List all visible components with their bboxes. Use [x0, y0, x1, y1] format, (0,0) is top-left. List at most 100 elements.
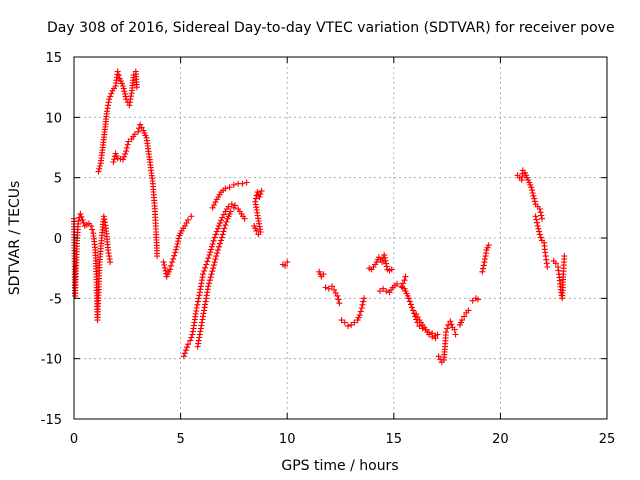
- data-point: [218, 234, 225, 241]
- data-point: [79, 216, 86, 223]
- data-point: [211, 202, 217, 208]
- data-point: [216, 243, 222, 250]
- data-point: [181, 350, 188, 357]
- data-point: [444, 325, 451, 332]
- data-point: [538, 212, 545, 219]
- data-point: [195, 337, 202, 344]
- data-point: [222, 222, 229, 229]
- data-point: [359, 301, 366, 308]
- data-point: [388, 266, 395, 273]
- data-point: [194, 301, 201, 308]
- data-point: [533, 216, 540, 223]
- data-point: [126, 102, 133, 109]
- data-point: [358, 305, 365, 311]
- data-point: [77, 210, 84, 217]
- data-point: [243, 179, 250, 186]
- chart-title: Day 308 of 2016, Sidereal Day-to-day VTE…: [47, 20, 615, 36]
- data-point: [202, 264, 209, 271]
- data-point: [530, 192, 537, 199]
- data-point: [205, 283, 212, 290]
- data-point: [203, 292, 210, 299]
- data-point: [120, 156, 126, 163]
- data-point: [115, 72, 122, 79]
- data-point: [345, 323, 351, 330]
- data-point: [218, 217, 225, 224]
- data-point: [189, 331, 196, 338]
- data-point: [416, 323, 423, 330]
- data-point: [534, 222, 541, 229]
- data-point: [188, 213, 195, 220]
- data-point: [481, 256, 488, 263]
- x-tick-label: 10: [279, 432, 296, 447]
- data-point: [543, 256, 550, 263]
- data-point: [213, 228, 220, 235]
- data-point: [135, 128, 141, 135]
- data-point: [170, 255, 177, 262]
- data-point: [399, 280, 406, 287]
- data-point: [211, 259, 218, 266]
- data-point: [329, 283, 335, 290]
- data-point: [117, 156, 124, 162]
- data-point: [475, 296, 481, 303]
- data-point: [206, 251, 213, 258]
- data-point: [110, 159, 117, 165]
- data-point: [214, 225, 221, 232]
- data-point: [325, 285, 332, 292]
- data-point: [222, 185, 229, 192]
- data-point: [78, 213, 85, 220]
- data-point: [162, 267, 169, 274]
- data-point: [121, 153, 128, 160]
- data-point: [105, 250, 112, 257]
- data-point: [206, 280, 213, 287]
- data-point: [102, 222, 109, 229]
- data-point: [284, 259, 291, 266]
- data-point: [252, 195, 259, 202]
- y-tick-label: 0: [54, 232, 62, 247]
- data-point: [529, 190, 536, 196]
- data-point: [282, 262, 289, 269]
- data-point: [219, 231, 226, 238]
- x-tick-label: 0: [70, 432, 78, 447]
- data-point: [252, 198, 259, 205]
- data-point: [201, 268, 208, 274]
- data-point: [383, 263, 390, 270]
- data-point: [187, 337, 194, 344]
- data-point: [172, 249, 179, 256]
- data-points: [71, 68, 568, 366]
- data-point: [443, 329, 449, 336]
- data-point: [459, 317, 465, 324]
- data-point: [480, 262, 487, 269]
- data-point: [348, 321, 355, 328]
- data-point: [111, 156, 118, 163]
- data-point: [206, 277, 213, 284]
- data-point: [210, 265, 217, 272]
- data-point: [207, 274, 214, 281]
- data-point: [485, 242, 492, 249]
- data-point: [95, 168, 102, 175]
- data-point: [461, 313, 468, 320]
- data-point: [217, 240, 223, 247]
- data-point: [531, 198, 538, 205]
- data-point: [214, 250, 221, 257]
- data-point: [88, 222, 95, 229]
- data-point: [204, 258, 211, 265]
- data-point: [426, 331, 432, 338]
- data-point: [121, 88, 128, 95]
- data-point: [154, 253, 161, 260]
- data-point: [432, 335, 439, 342]
- data-point: [75, 218, 82, 225]
- y-tick-label: -10: [41, 353, 62, 368]
- data-point: [338, 317, 345, 324]
- data-point: [96, 165, 103, 172]
- x-tick-label: 25: [599, 432, 616, 447]
- data-point: [256, 194, 263, 200]
- data-point: [360, 298, 367, 305]
- data-point: [218, 237, 225, 244]
- data-point: [161, 262, 168, 268]
- data-point: [429, 333, 436, 340]
- data-point: [107, 93, 114, 100]
- data-point: [136, 125, 142, 132]
- data-point: [336, 300, 343, 307]
- data-point: [401, 277, 408, 284]
- data-point: [198, 277, 205, 284]
